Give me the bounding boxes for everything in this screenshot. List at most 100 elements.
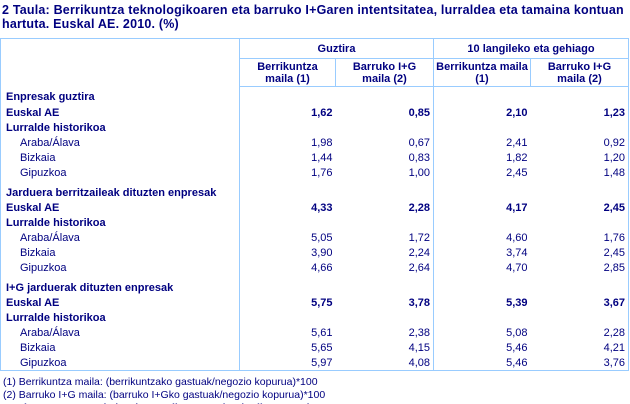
value-cell xyxy=(433,86,531,105)
row-label: Araba/Álava xyxy=(20,326,80,339)
value-cell: 2,45 xyxy=(603,201,625,214)
page-title: 2 Taula: Berrikuntza teknologikoaren eta… xyxy=(2,3,624,31)
value-cell: 1,98 xyxy=(239,135,336,150)
value-cell xyxy=(239,275,336,295)
value-cell: 0,83 xyxy=(408,151,430,164)
value-cell: 1,44 xyxy=(239,150,336,165)
statistics-table: Guztira 10 langileko eta gehiago Berriku… xyxy=(0,38,629,371)
value-cell: 1,76 xyxy=(239,165,336,180)
value-cell: 2,10 xyxy=(433,105,531,120)
table-row: Araba/Álava 5,05 1,72 4,60 1,76 xyxy=(1,230,629,245)
row-label: I+G jarduerak dituzten enpresak xyxy=(6,281,174,294)
row-label: Araba/Álava xyxy=(20,136,80,149)
value-cell: 1,72 xyxy=(408,231,430,244)
value-cell: 5,97 xyxy=(239,355,336,371)
value-cell xyxy=(531,215,629,230)
table-row: Lurralde historikoa xyxy=(1,215,629,230)
table-body: Enpresak guztira Euskal AE 1,62 0,85 2,1… xyxy=(1,86,629,371)
value-cell xyxy=(239,120,336,135)
value-cell: 5,65 xyxy=(239,340,336,355)
value-cell: 1,62 xyxy=(239,105,336,120)
footnote-2: (2) Barruko I+G maila: (barruko I+Gko ga… xyxy=(3,389,326,401)
column-header-berrikuntza-maila-2: Berrikuntza maila (1) xyxy=(433,58,531,87)
value-cell: 0,67 xyxy=(408,136,430,149)
column-group-guztira: Guztira xyxy=(239,38,434,59)
value-cell: 2,28 xyxy=(603,326,625,339)
row-label: Lurralde historikoa xyxy=(6,216,106,229)
value-cell xyxy=(433,275,531,295)
table-row: Bizkaia 3,90 2,24 3,74 2,45 xyxy=(1,245,629,260)
value-cell: 1,76 xyxy=(603,231,625,244)
value-cell xyxy=(336,275,434,295)
table-row: Gipuzkoa 5,97 4,08 5,46 3,76 xyxy=(1,355,629,371)
value-cell xyxy=(433,310,531,325)
value-cell: 1,82 xyxy=(433,150,531,165)
table-row: Jarduera berritzaileak dituzten enpresak xyxy=(1,180,629,200)
value-cell: 1,48 xyxy=(603,166,625,179)
table-row: I+G jarduerak dituzten enpresak xyxy=(1,275,629,295)
value-cell xyxy=(433,180,531,200)
row-label: Araba/Álava xyxy=(20,231,80,244)
value-cell xyxy=(336,180,434,200)
value-cell: 4,21 xyxy=(603,341,625,354)
column-header-barruko-ig-maila-2: Barruko I+G maila (2) xyxy=(530,58,629,87)
value-cell xyxy=(433,120,531,135)
value-cell xyxy=(336,87,434,106)
value-cell xyxy=(336,310,434,325)
value-cell: 5,08 xyxy=(433,325,531,340)
value-cell xyxy=(336,215,434,230)
row-label: Gipuzkoa xyxy=(20,261,67,274)
value-cell xyxy=(433,215,531,230)
table-row: Araba/Álava 5,61 2,38 5,08 2,28 xyxy=(1,325,629,340)
value-cell: 4,60 xyxy=(433,230,531,245)
row-label: Euskal AE xyxy=(6,201,60,214)
table-row: Lurralde historikoa xyxy=(1,310,629,325)
value-cell: 0,85 xyxy=(408,106,430,119)
value-cell xyxy=(531,180,629,200)
value-cell: 1,00 xyxy=(408,166,430,179)
value-cell xyxy=(531,310,629,325)
table-row: Gipuzkoa 4,66 2,64 4,70 2,85 xyxy=(1,260,629,275)
row-label: Euskal AE xyxy=(6,296,60,309)
value-cell: 4,70 xyxy=(433,260,531,275)
footnote-1: (1) Berrikuntza maila: (berrikuntzako ga… xyxy=(3,376,318,388)
row-label: Bizkaia xyxy=(20,151,56,164)
value-cell xyxy=(531,275,629,295)
value-cell xyxy=(239,215,336,230)
value-cell: 5,75 xyxy=(239,295,336,310)
value-cell: 2,38 xyxy=(408,326,430,339)
row-label: Bizkaia xyxy=(20,246,56,259)
value-cell: 3,90 xyxy=(239,245,336,260)
sub-header-row: Berrikuntza maila (1) Barruko I+G maila … xyxy=(1,58,629,87)
value-cell: 5,39 xyxy=(433,295,531,310)
corner-header-cell xyxy=(0,38,240,87)
value-cell: 5,05 xyxy=(239,230,336,245)
value-cell: 2,64 xyxy=(408,261,430,274)
value-cell: 5,61 xyxy=(239,325,336,340)
value-cell: 2,28 xyxy=(408,201,430,214)
value-cell: 3,74 xyxy=(433,245,531,260)
value-cell: 4,08 xyxy=(408,356,430,369)
value-cell: 4,66 xyxy=(239,260,336,275)
table-row: Lurralde historikoa xyxy=(1,120,629,135)
source-line: Iturria: EUSTAT. Euskal AEko Berrikuntza… xyxy=(3,402,630,404)
footnotes: (1) Berrikuntza maila: (berrikuntzako ga… xyxy=(0,371,630,404)
table-row: Araba/Álava 1,98 0,67 2,41 0,92 xyxy=(1,135,629,150)
value-cell xyxy=(336,120,434,135)
table-row: Euskal AE 1,62 0,85 2,10 1,23 xyxy=(1,105,629,120)
value-cell xyxy=(531,120,629,135)
value-cell: 2,45 xyxy=(603,246,625,259)
value-cell xyxy=(239,310,336,325)
row-label: Gipuzkoa xyxy=(20,356,67,369)
value-cell: 4,15 xyxy=(408,341,430,354)
value-cell: 1,20 xyxy=(603,151,625,164)
row-label: Euskal AE xyxy=(6,106,60,119)
row-label: Gipuzkoa xyxy=(20,166,67,179)
value-cell: 4,17 xyxy=(433,200,531,215)
row-label: Jarduera berritzaileak dituzten enpresak xyxy=(6,186,217,199)
value-cell: 3,78 xyxy=(408,296,430,309)
value-cell: 2,41 xyxy=(433,135,531,150)
group-header-row: Guztira 10 langileko eta gehiago xyxy=(0,38,629,87)
value-cell: 3,76 xyxy=(603,356,625,369)
table-row: Euskal AE 5,75 3,78 5,39 3,67 xyxy=(1,295,629,310)
